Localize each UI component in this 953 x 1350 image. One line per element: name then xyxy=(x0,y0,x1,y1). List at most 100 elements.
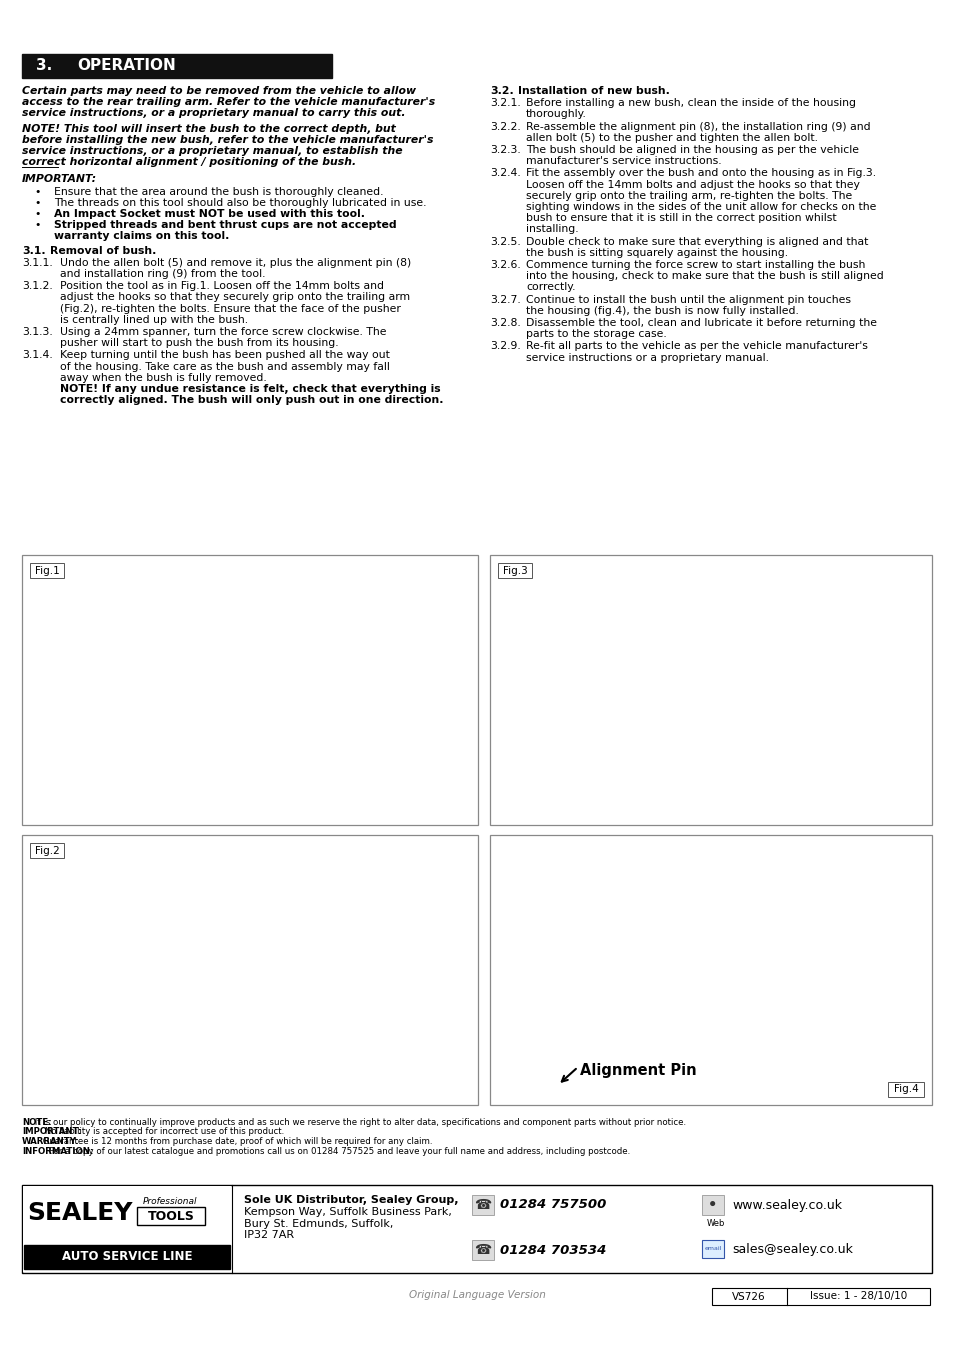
Text: NOTE:: NOTE: xyxy=(22,1118,51,1127)
Bar xyxy=(701,1195,723,1215)
Text: No liability is accepted for incorrect use of this product.: No liability is accepted for incorrect u… xyxy=(42,1127,284,1137)
Text: Guarantee is 12 months from purchase date, proof of which will be required for a: Guarantee is 12 months from purchase dat… xyxy=(40,1137,432,1146)
Text: Re-fit all parts to the vehicle as per the vehicle manufacturer's: Re-fit all parts to the vehicle as per t… xyxy=(525,342,867,351)
Text: into the housing, check to make sure that the bush is still aligned: into the housing, check to make sure tha… xyxy=(525,271,882,281)
Bar xyxy=(711,1288,929,1305)
Text: Alignment Pin: Alignment Pin xyxy=(579,1064,696,1079)
Bar xyxy=(22,555,477,825)
Text: ☎: ☎ xyxy=(474,1197,491,1212)
Text: Continue to install the bush until the alignment pin touches: Continue to install the bush until the a… xyxy=(525,294,850,305)
Bar xyxy=(472,1241,494,1260)
Text: the bush is sitting squarely against the housing.: the bush is sitting squarely against the… xyxy=(525,248,787,258)
Text: VS726: VS726 xyxy=(731,1292,765,1301)
Text: 3.1.1.: 3.1.1. xyxy=(22,258,52,267)
Text: service instructions or a proprietary manual.: service instructions or a proprietary ma… xyxy=(525,352,768,363)
Text: 3.2.6.: 3.2.6. xyxy=(490,261,520,270)
Text: Before installing a new bush, clean the inside of the housing: Before installing a new bush, clean the … xyxy=(525,99,855,108)
Text: sighting windows in the sides of the unit allow for checks on the: sighting windows in the sides of the uni… xyxy=(525,202,876,212)
Text: Ensure that the area around the bush is thoroughly cleaned.: Ensure that the area around the bush is … xyxy=(54,186,383,197)
Text: TOOLS: TOOLS xyxy=(148,1210,194,1223)
Text: Keep turning until the bush has been pushed all the way out: Keep turning until the bush has been pus… xyxy=(60,351,390,360)
Text: 3.1.: 3.1. xyxy=(22,246,46,255)
Bar xyxy=(24,1245,230,1269)
Text: •: • xyxy=(34,186,40,197)
Bar xyxy=(497,563,532,578)
Text: ☎: ☎ xyxy=(474,1243,491,1257)
Text: installing.: installing. xyxy=(525,224,578,235)
Text: 01284 703534: 01284 703534 xyxy=(499,1243,606,1257)
Text: 3.2.1.: 3.2.1. xyxy=(490,99,520,108)
Text: Stripped threads and bent thrust cups are not accepted: Stripped threads and bent thrust cups ar… xyxy=(54,220,396,231)
Text: 3.: 3. xyxy=(36,58,52,73)
Text: Professional: Professional xyxy=(143,1196,197,1206)
Text: 3.1.4.: 3.1.4. xyxy=(22,351,52,360)
Text: 3.2.9.: 3.2.9. xyxy=(490,342,520,351)
Text: away when the bush is fully removed.: away when the bush is fully removed. xyxy=(60,373,267,383)
Text: Disassemble the tool, clean and lubricate it before returning the: Disassemble the tool, clean and lubricat… xyxy=(525,319,876,328)
Bar xyxy=(137,1207,205,1224)
Text: (Fig.2), re-tighten the bolts. Ensure that the face of the pusher: (Fig.2), re-tighten the bolts. Ensure th… xyxy=(60,304,400,313)
Text: Fig.4: Fig.4 xyxy=(893,1084,918,1095)
Text: of the housing. Take care as the bush and assembly may fall: of the housing. Take care as the bush an… xyxy=(60,362,390,371)
Text: Issue: 1 - 28/10/10: Issue: 1 - 28/10/10 xyxy=(809,1292,906,1301)
Text: manufacturer's service instructions.: manufacturer's service instructions. xyxy=(525,157,720,166)
Text: correctly aligned. The bush will only push out in one direction.: correctly aligned. The bush will only pu… xyxy=(60,396,443,405)
Text: Fit the assembly over the bush and onto the housing as in Fig.3.: Fit the assembly over the bush and onto … xyxy=(525,169,875,178)
Text: 3.2.: 3.2. xyxy=(490,86,514,96)
Text: service instructions, or a proprietary manual to carry this out.: service instructions, or a proprietary m… xyxy=(22,108,405,119)
Text: NOTE! This tool will insert the bush to the correct depth, but: NOTE! This tool will insert the bush to … xyxy=(22,124,395,134)
Text: It is our policy to continually improve products and as such we reserve the righ: It is our policy to continually improve … xyxy=(32,1118,685,1127)
Bar xyxy=(30,563,64,578)
Text: •: • xyxy=(34,220,40,231)
Bar xyxy=(490,555,931,825)
Text: Fig.1: Fig.1 xyxy=(34,566,59,575)
Text: is centrally lined up with the bush.: is centrally lined up with the bush. xyxy=(60,315,248,325)
Text: Double check to make sure that everything is aligned and that: Double check to make sure that everythin… xyxy=(525,236,867,247)
Text: parts to the storage case.: parts to the storage case. xyxy=(525,329,666,339)
Text: 3.1.2.: 3.1.2. xyxy=(22,281,52,292)
Text: and installation ring (9) from the tool.: and installation ring (9) from the tool. xyxy=(60,269,265,279)
Bar xyxy=(472,1195,494,1215)
Text: NOTE! If any undue resistance is felt, check that everything is: NOTE! If any undue resistance is felt, c… xyxy=(60,383,440,394)
Text: sales@sealey.co.uk: sales@sealey.co.uk xyxy=(731,1242,852,1256)
Text: Undo the allen bolt (5) and remove it, plus the alignment pin (8): Undo the allen bolt (5) and remove it, p… xyxy=(60,258,411,267)
Text: correct horizontal alignment / positioning of the bush.: correct horizontal alignment / positioni… xyxy=(22,157,355,167)
Text: AUTO SERVICE LINE: AUTO SERVICE LINE xyxy=(62,1250,193,1264)
Text: For a copy of our latest catalogue and promotions call us on 01284 757525 and le: For a copy of our latest catalogue and p… xyxy=(46,1146,630,1156)
Text: Position the tool as in Fig.1. Loosen off the 14mm bolts and: Position the tool as in Fig.1. Loosen of… xyxy=(60,281,384,292)
Bar xyxy=(887,1081,923,1098)
Text: correctly.: correctly. xyxy=(525,282,575,293)
Text: pusher will start to push the bush from its housing.: pusher will start to push the bush from … xyxy=(60,339,338,348)
Text: access to the rear trailing arm. Refer to the vehicle manufacturer's: access to the rear trailing arm. Refer t… xyxy=(22,97,435,107)
Bar xyxy=(701,1241,723,1258)
Text: Fig.3: Fig.3 xyxy=(502,566,527,575)
Text: adjust the hooks so that they securely grip onto the trailing arm: adjust the hooks so that they securely g… xyxy=(60,293,410,302)
Text: INFORMATION:: INFORMATION: xyxy=(22,1146,93,1156)
Bar xyxy=(22,54,332,78)
Text: warranty claims on this tool.: warranty claims on this tool. xyxy=(54,231,229,242)
Text: securely grip onto the trailing arm, re-tighten the bolts. The: securely grip onto the trailing arm, re-… xyxy=(525,190,851,201)
Text: The bush should be aligned in the housing as per the vehicle: The bush should be aligned in the housin… xyxy=(525,144,858,155)
Text: 3.1.3.: 3.1.3. xyxy=(22,327,52,338)
Text: OPERATION: OPERATION xyxy=(77,58,175,73)
Text: the housing (fig.4), the bush is now fully installed.: the housing (fig.4), the bush is now ful… xyxy=(525,306,798,316)
Text: 3.2.7.: 3.2.7. xyxy=(490,294,520,305)
Text: Fig.2: Fig.2 xyxy=(34,845,59,856)
Text: 3.2.3.: 3.2.3. xyxy=(490,144,520,155)
Text: thoroughly.: thoroughly. xyxy=(525,109,586,119)
Text: before installing the new bush, refer to the vehicle manufacturer's: before installing the new bush, refer to… xyxy=(22,135,433,144)
Text: 3.2.4.: 3.2.4. xyxy=(490,169,520,178)
Text: Original Language Version: Original Language Version xyxy=(408,1291,545,1300)
Text: Sole UK Distributor, Sealey Group,: Sole UK Distributor, Sealey Group, xyxy=(244,1195,458,1206)
Text: WARRANTY:: WARRANTY: xyxy=(22,1137,79,1146)
Text: 3.2.8.: 3.2.8. xyxy=(490,319,520,328)
Text: SEALEY: SEALEY xyxy=(28,1202,132,1224)
Text: An Impact Socket must NOT be used with this tool.: An Impact Socket must NOT be used with t… xyxy=(54,209,365,219)
Text: •: • xyxy=(34,198,40,208)
Bar xyxy=(490,836,931,1106)
Bar xyxy=(30,842,64,859)
Text: www.sealey.co.uk: www.sealey.co.uk xyxy=(731,1199,841,1211)
Text: Installation of new bush.: Installation of new bush. xyxy=(517,86,669,96)
Text: IMPORTANT:: IMPORTANT: xyxy=(22,1127,81,1137)
Text: 3.2.5.: 3.2.5. xyxy=(490,236,520,247)
